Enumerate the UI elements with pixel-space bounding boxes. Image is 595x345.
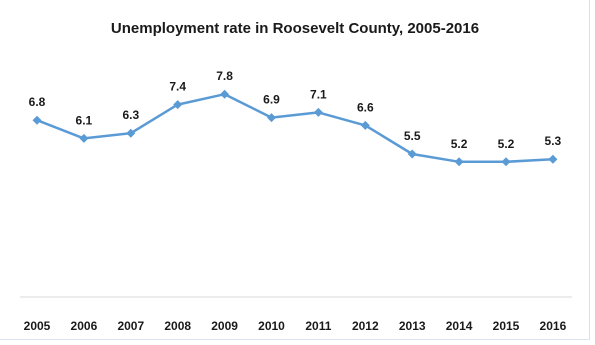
data-label: 6.1 — [76, 113, 93, 127]
x-tick-label: 2012 — [352, 319, 379, 333]
data-label: 5.5 — [404, 129, 421, 143]
data-label: 6.9 — [263, 93, 280, 107]
x-tick-label: 2014 — [446, 319, 473, 333]
x-tick-label: 2016 — [540, 319, 567, 333]
data-point-marker — [79, 133, 89, 143]
x-tick-label: 2005 — [24, 319, 51, 333]
data-label: 6.6 — [357, 100, 374, 114]
data-point-marker — [454, 157, 464, 167]
x-tick-layer: 2005 2006 2007 2008 2009 2010 2011 2012 2013 2014… — [24, 319, 567, 333]
x-tick-label: 2011 — [305, 319, 331, 333]
chart-title: Unemployment rate in Roosevelt County, 2… — [110, 20, 480, 37]
data-point-marker — [173, 100, 183, 110]
x-tick-label: 2009 — [211, 319, 238, 333]
data-point-marker — [267, 113, 276, 123]
line-chart: 6.8 6.1 6.3 7.4 7.8 6.9 7.1 6.6 5.5 5.2 5.2 5.3 200… — [20, 69, 572, 333]
data-label: 6.3 — [122, 108, 139, 122]
x-tick-label: 2010 — [258, 319, 285, 333]
series-line — [36, 92, 553, 164]
data-point-marker — [126, 128, 136, 138]
x-tick-label: 2007 — [117, 319, 144, 333]
data-label: 7.8 — [216, 69, 233, 83]
data-label: 6.8 — [29, 95, 46, 109]
data-label: 7.4 — [169, 80, 186, 94]
data-label: 5.2 — [498, 137, 515, 151]
data-label-layer: 6.8 6.1 6.3 7.4 7.8 6.9 7.1 6.6 5.5 5.2 5.2 5.3 — [29, 69, 562, 151]
data-label: 7.1 — [310, 87, 327, 101]
x-tick-label: 2008 — [164, 319, 191, 333]
data-point-marker — [360, 120, 370, 130]
x-tick-label: 2006 — [71, 319, 98, 333]
data-point-marker — [501, 157, 511, 167]
data-point-marker — [548, 154, 558, 164]
series-layer — [32, 89, 558, 167]
data-point-marker — [313, 107, 323, 117]
data-point-marker — [407, 149, 417, 159]
data-point-marker — [32, 115, 42, 125]
x-tick-label: 2013 — [399, 319, 426, 333]
data-label: 5.2 — [451, 137, 468, 151]
chart-frame: Unemployment rate in Roosevelt County, 2… — [0, 0, 590, 340]
data-label: 5.3 — [545, 134, 562, 148]
data-point-marker — [220, 89, 230, 99]
x-tick-label: 2015 — [493, 319, 520, 333]
